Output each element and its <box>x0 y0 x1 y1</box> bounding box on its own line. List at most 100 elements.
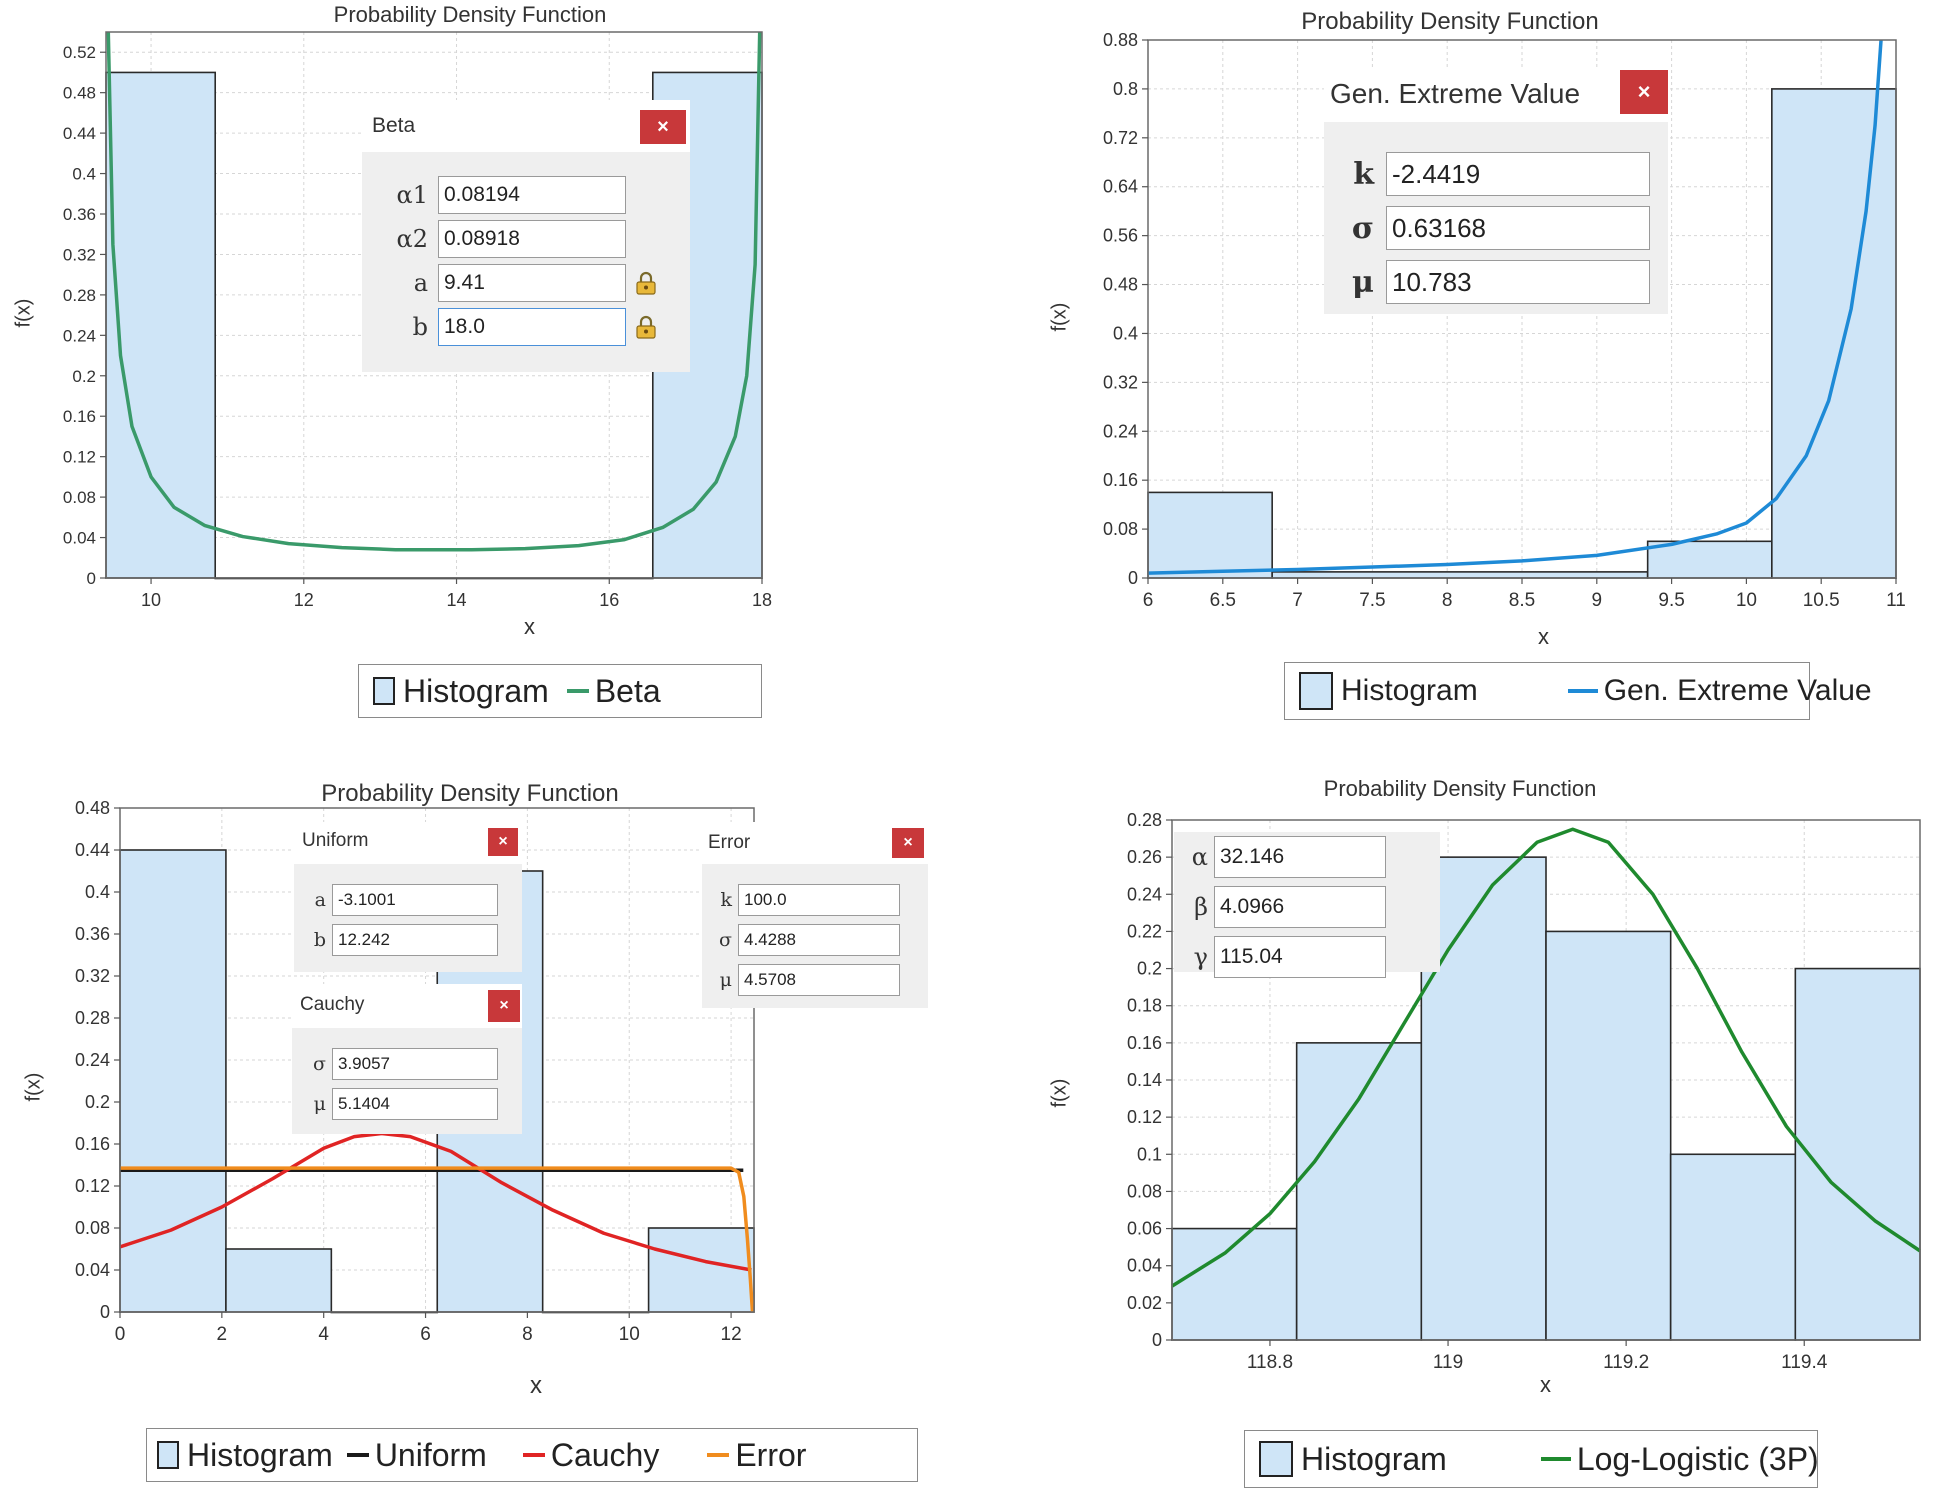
x-axis-label: x <box>524 614 535 639</box>
a-input[interactable]: 9.41 <box>438 264 626 302</box>
sigma-input[interactable]: 0.63168 <box>1386 206 1650 250</box>
a-input[interactable]: -3.1001 <box>332 884 498 916</box>
x-tick-label: 12 <box>294 590 314 610</box>
param-label: a <box>314 889 326 911</box>
y-tick-label: 0.52 <box>63 43 96 62</box>
legend-item-cauchy: Cauchy <box>522 1437 659 1474</box>
y-tick-label: 0.48 <box>63 84 96 103</box>
param-label: α2 <box>396 225 428 253</box>
dialog-header[interactable]: Uniform × <box>294 822 522 864</box>
y-tick-label: 0.16 <box>63 407 96 426</box>
sigma-input[interactable]: 4.4288 <box>738 924 900 956</box>
close-icon[interactable]: × <box>488 828 518 856</box>
x-tick-label: 10 <box>141 590 161 610</box>
mu-input[interactable]: 5.1404 <box>332 1088 498 1120</box>
alpha-input[interactable]: 32.146 <box>1214 836 1386 878</box>
gamma-input[interactable]: 115.04 <box>1214 936 1386 978</box>
density-curve-cauchy <box>119 1131 752 1272</box>
error-parameter-dialog[interactable]: Error × k 100.0 σ 4.4288 μ 4.5708 <box>702 822 928 1008</box>
y-tick-label: 0.48 <box>1103 275 1138 295</box>
chart-title: Probability Density Function <box>321 780 619 807</box>
dialog-header[interactable]: Cauchy × <box>292 984 522 1028</box>
param-row-a: a -3.1001 <box>294 884 498 916</box>
b-input[interactable]: 18.0 <box>438 308 626 346</box>
legend-item-uniform: Uniform <box>346 1437 487 1474</box>
k-input[interactable]: -2.4419 <box>1386 152 1650 196</box>
alpha2-input[interactable]: 0.08918 <box>438 220 626 258</box>
y-tick-label: 0.64 <box>1103 177 1138 197</box>
dialog-title: Gen. Extreme Value <box>1330 78 1581 109</box>
y-tick-label: 0.18 <box>1127 996 1162 1016</box>
y-tick-label: 0.04 <box>63 529 96 548</box>
dialog-header[interactable]: Error × <box>702 822 928 864</box>
mu-input[interactable]: 10.783 <box>1386 260 1650 304</box>
x-tick-label: 0 <box>115 1324 126 1345</box>
y-tick-label: 0.88 <box>1103 30 1138 50</box>
param-label: b <box>412 313 428 341</box>
legend-swatch-error <box>707 1453 730 1457</box>
y-axis-label: f(x) <box>12 298 35 328</box>
param-label: b <box>313 929 326 951</box>
param-label: α1 <box>396 181 428 209</box>
y-tick-label: 0.04 <box>1127 1256 1162 1276</box>
x-tick-label: 119.2 <box>1603 1352 1649 1373</box>
beta-input[interactable]: 4.0966 <box>1214 886 1386 928</box>
y-tick-label: 0.2 <box>72 367 96 386</box>
close-icon[interactable]: × <box>892 828 924 858</box>
x-axis-label: x <box>1540 1372 1551 1397</box>
legend-swatch-cauchy <box>522 1453 545 1457</box>
param-row-mu: μ 5.1404 <box>292 1088 498 1120</box>
log-logistic-parameter-dialog[interactable]: α 32.146 β 4.0966 γ 115.04 <box>1174 832 1440 978</box>
y-tick-label: 0 <box>100 1302 110 1322</box>
dialog-header[interactable]: Gen. Extreme Value × <box>1324 70 1668 122</box>
y-tick-label: 0.44 <box>75 840 110 860</box>
lock-icon[interactable] <box>634 271 658 295</box>
alpha1-input[interactable]: 0.08194 <box>438 176 626 214</box>
y-tick-label: 0.14 <box>1127 1070 1162 1090</box>
histogram-bar <box>119 849 227 1313</box>
close-icon[interactable]: × <box>488 990 520 1022</box>
x-tick-label: 9.5 <box>1658 590 1684 611</box>
param-row-sigma: σ 4.4288 <box>702 924 900 956</box>
histogram-bar <box>1420 856 1547 1341</box>
dialog-title: Beta <box>372 114 416 137</box>
x-tick-label: 10.5 <box>1803 590 1840 611</box>
y-tick-label: 0.4 <box>85 882 110 902</box>
close-icon[interactable]: × <box>640 110 686 144</box>
cauchy-parameter-dialog[interactable]: Cauchy × σ 3.9057 μ 5.1404 <box>292 984 522 1134</box>
dialog-header[interactable]: Beta × <box>362 100 690 152</box>
sigma-input[interactable]: 3.9057 <box>332 1048 498 1080</box>
legend-item-gev: Gen. Extreme Value <box>1567 674 1872 708</box>
b-input[interactable]: 12.242 <box>332 924 498 956</box>
param-label: α <box>1191 843 1208 871</box>
legend-item-error: Error <box>707 1437 806 1474</box>
y-tick-label: 0.28 <box>1127 810 1162 830</box>
x-tick-label: 16 <box>599 590 619 610</box>
histogram-bar <box>1545 930 1672 1341</box>
beta-parameter-dialog[interactable]: Beta × α1 0.08194 α2 0.08918 a 9.41 b 18… <box>362 100 690 372</box>
close-icon[interactable]: × <box>1620 70 1668 114</box>
param-row-gamma: γ 115.04 <box>1174 936 1386 978</box>
y-axis-label: f(x) <box>1048 1078 1071 1108</box>
lock-icon[interactable] <box>634 315 658 339</box>
uniform-parameter-dialog[interactable]: Uniform × a -3.1001 b 12.242 <box>294 822 522 972</box>
legend-item-histogram: Histogram <box>1259 1441 1447 1478</box>
param-row-sigma: σ 0.63168 <box>1324 206 1650 250</box>
density-curve-beta <box>106 31 762 552</box>
gev-parameter-dialog[interactable]: Gen. Extreme Value × k -2.4419 σ 0.63168… <box>1324 70 1668 314</box>
density-curve-log-logistic-3p- <box>1171 827 1921 1288</box>
k-input[interactable]: 100.0 <box>738 884 900 916</box>
plot-area: 0 0.02 0.04 0.06 0.08 0.1 0.12 0.14 0.16 0.18 0.2 0… <box>1127 810 1921 1373</box>
histogram-bar <box>225 1248 333 1313</box>
histogram-bar <box>1646 540 1773 579</box>
y-tick-label: 0.26 <box>1127 847 1162 867</box>
param-row-alpha1: α1 0.08194 <box>362 176 626 214</box>
chart-title: Probability Density Function <box>1323 776 1597 801</box>
histogram-bar <box>647 1227 755 1313</box>
mu-input[interactable]: 4.5708 <box>738 964 900 996</box>
y-tick-label: 0.16 <box>1103 470 1138 490</box>
y-tick-label: 0 <box>1152 1330 1162 1350</box>
legend-swatch-histogram <box>373 677 395 705</box>
plot-area: 0 0.08 0.16 0.24 0.32 0.4 0.48 0.56 0.64 0.72 0.8 0… <box>1103 30 1906 611</box>
y-tick-label: 0.12 <box>63 448 96 467</box>
